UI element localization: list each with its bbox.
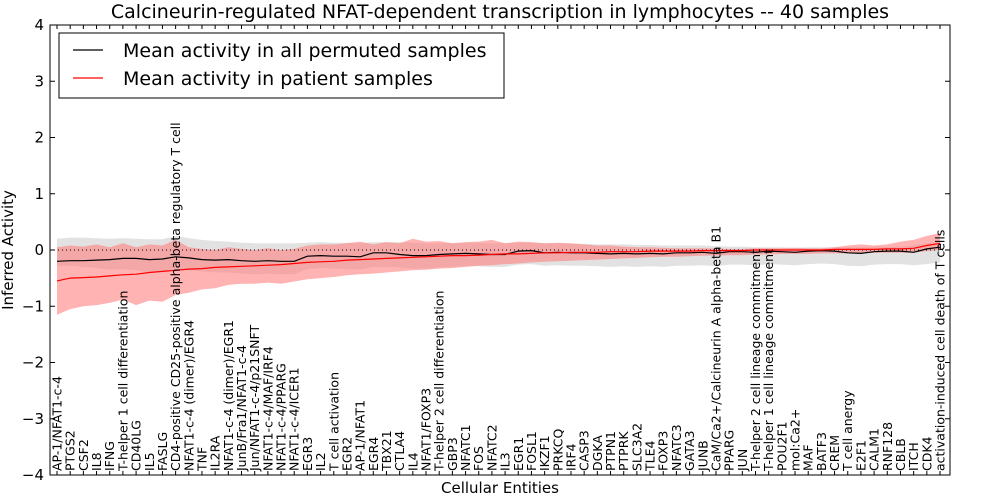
x-tick-label: E2F1 [853, 440, 868, 471]
x-tick-label: SLC3A2 [629, 423, 644, 471]
x-tick-label: CDK4 [919, 436, 934, 471]
x-tick-label: RNF128 [880, 422, 895, 471]
chart-title: Calcineurin-regulated NFAT-dependent tra… [111, 1, 889, 23]
x-tick-label: IL2RA [208, 435, 223, 471]
x-tick-label: NFATC1 [458, 424, 473, 471]
x-tick-label: T-helper 2 cell lineage commitment [748, 249, 763, 472]
y-tick-label: 0 [34, 241, 44, 259]
x-tick-label: GATA3 [682, 431, 697, 471]
x-tick-label: IL5 [142, 452, 157, 471]
x-axis-label: Cellular Entities [441, 479, 559, 497]
x-tick-label: CALM1 [867, 428, 882, 471]
x-tick-label: JUNB [695, 440, 710, 472]
x-tick-label: JunB/Fra1/NFAT1-c-4 [234, 345, 249, 472]
x-tick-label: NFATC2 [484, 424, 499, 471]
x-tick-label: EGR2 [339, 437, 354, 471]
x-tick-label: CTLA4 [392, 431, 407, 471]
x-tick-label: activation-induced cell death of T cells [933, 230, 948, 471]
x-tick-label: IL2 [313, 452, 328, 471]
x-tick-label: CREM [827, 435, 842, 471]
x-tick-label: AP-1/NFAT1 [353, 400, 368, 471]
x-tick-label: T cell activation [326, 372, 341, 472]
y-tick-label: −4 [22, 466, 44, 484]
x-tick-label: JUN [735, 449, 750, 472]
x-tick-label: T-helper 1 cell differentiation [115, 291, 130, 472]
y-tick-label: −1 [22, 297, 44, 315]
y-tick-label: 4 [34, 16, 44, 34]
x-tick-label: CASP3 [577, 430, 592, 471]
series-line-patient [56, 242, 941, 282]
x-tick-label: BATF3 [814, 432, 829, 471]
x-tick-label: FOS [471, 446, 486, 471]
x-tick-label: MAF [801, 444, 816, 471]
y-tick-label: −3 [22, 410, 44, 428]
x-tick-label: TNF [195, 447, 210, 472]
y-tick-label: 1 [34, 185, 44, 203]
x-tick-label: NFAT1/FOXP3 [419, 388, 434, 471]
x-tick-label: NFATC3 [669, 424, 684, 471]
x-tick-label: NFAT1-c-4/PPARG [274, 363, 289, 471]
y-axis-label: Inferred Activity [0, 190, 17, 310]
x-tick-label: PTPN1 [603, 431, 618, 471]
x-tick-label: CSF2 [76, 439, 91, 471]
x-tick-label: IL3 [498, 452, 513, 471]
x-tick-label: NFAT1-c-4/ICER1 [287, 367, 302, 471]
x-tick-label: mol:Ca2+ [788, 409, 803, 471]
x-tick-label: DGKA [590, 435, 605, 471]
x-tick-label: Jun/NFAT1-c-4/p21SNFT [247, 325, 262, 472]
y-tick-label: −2 [22, 354, 44, 372]
x-tick-label: T-helper 2 cell differentiation [432, 291, 447, 472]
x-tick-label: GBP3 [445, 437, 460, 471]
x-tick-label: POU2F1 [774, 421, 789, 471]
x-tick-label: PTPRK [616, 431, 631, 471]
x-tick-label: IFNG [102, 441, 117, 471]
x-tick-label: T-helper 1 cell lineage commitment [761, 249, 776, 472]
x-tick-label: FOSL1 [524, 431, 539, 471]
x-tick-label: IL4 [405, 452, 420, 471]
x-tick-label: NFAT1-c-4 (dimer)/EGR1 [221, 320, 236, 471]
legend: Mean activity in all permuted samples Me… [58, 32, 505, 99]
x-tick-label: IKZF1 [537, 435, 552, 471]
y-tick-label: 3 [34, 72, 44, 90]
x-tick-label: EGR4 [366, 437, 381, 471]
x-tick-label: NFAT1-c-4 (dimer)/EGR4 [181, 320, 196, 471]
x-tick-label: CBLB [893, 438, 908, 471]
x-tick-label: AP-1/NFAT1-c-4 [50, 376, 65, 471]
legend-box [58, 32, 505, 99]
x-tick-label: ITCH [906, 442, 921, 471]
legend-label-permuted: Mean activity in all permuted samples [123, 40, 486, 62]
x-tick-label: PPARG [722, 430, 737, 471]
x-tick-label: EGR1 [511, 437, 526, 471]
x-tick-label: CaM/Ca2+/Calcineurin A alpha-beta B1 [709, 226, 724, 471]
x-tick-label: PRKCQ [550, 429, 565, 471]
x-tick-label: EGR3 [300, 437, 315, 471]
x-tick-label: TBX21 [379, 430, 394, 472]
x-tick-label: IL8 [89, 452, 104, 471]
x-tick-label: PTGS2 [63, 430, 78, 471]
x-tick-label: FASLG [155, 432, 170, 471]
x-tick-label: IRF4 [564, 443, 579, 471]
y-tick-label: 2 [34, 129, 44, 147]
x-tick-label: TLE4 [643, 441, 658, 472]
x-tick-label: CD4-positive CD25-positive alpha-beta re… [168, 122, 183, 471]
x-tick-label: FOXP3 [656, 431, 671, 471]
x-tick-label: CD40LG [129, 420, 144, 471]
x-tick-label: NFAT1-c-4/MAF/IRF4 [260, 346, 275, 471]
legend-label-patient: Mean activity in patient samples [123, 68, 433, 90]
x-tick-label: T cell anergy [840, 390, 855, 472]
